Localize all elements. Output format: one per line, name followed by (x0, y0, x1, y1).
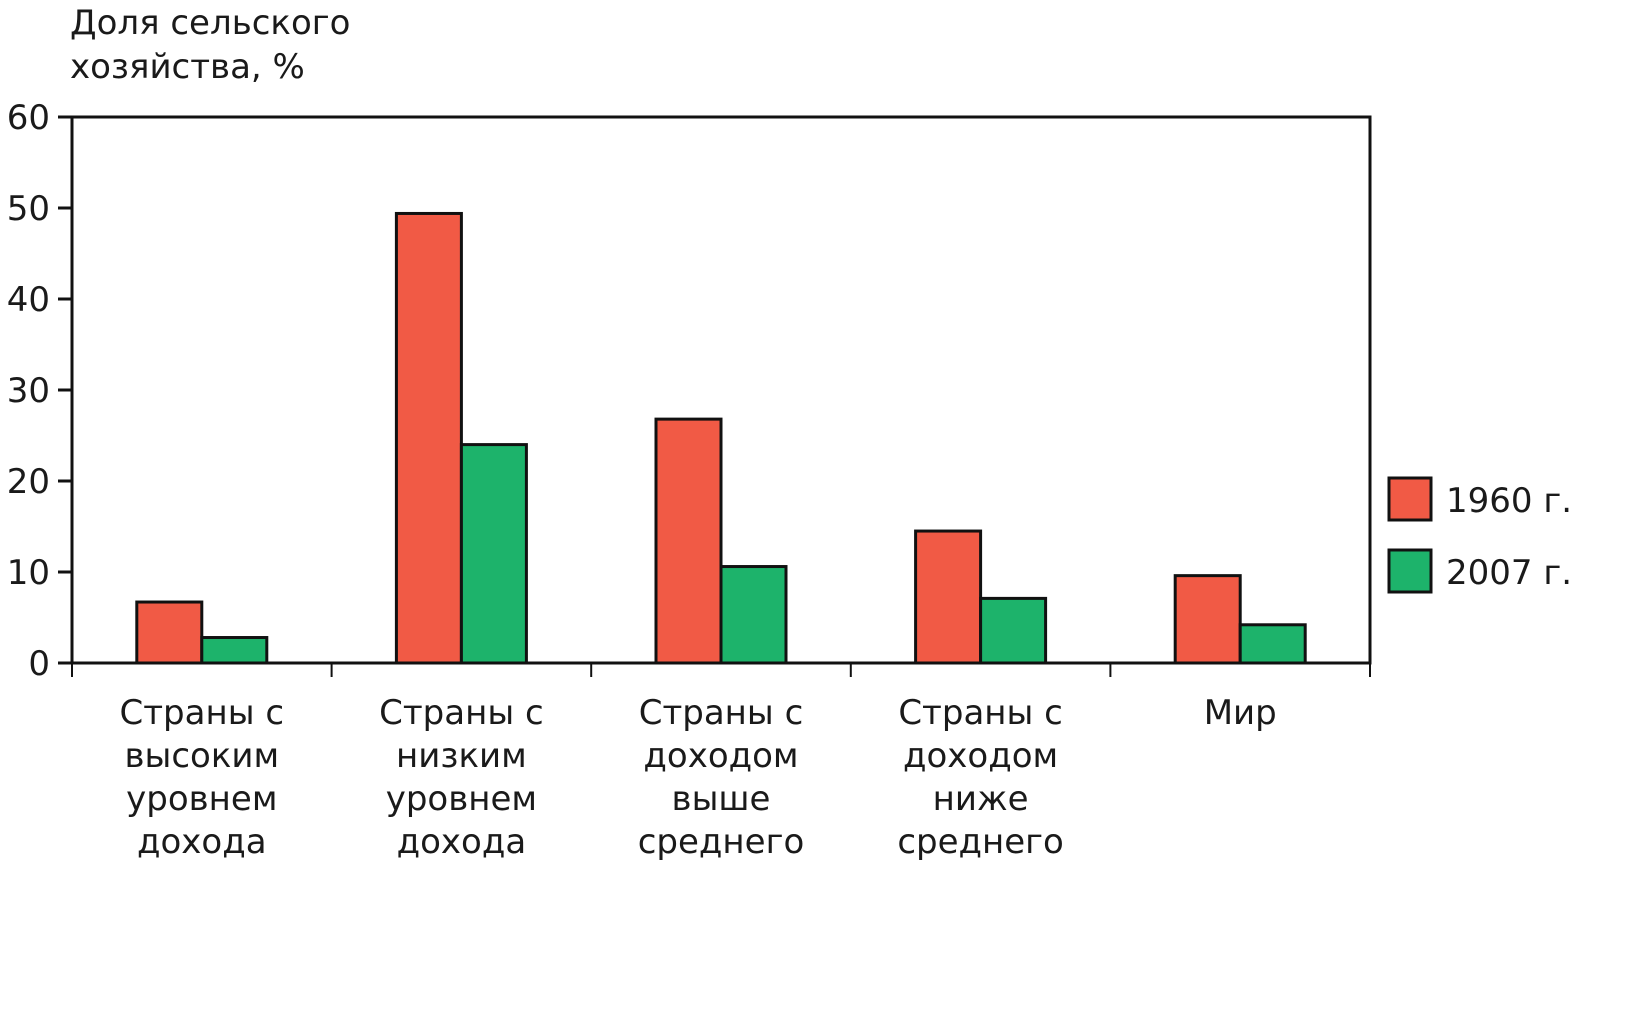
category-label-line: среднего (897, 822, 1064, 862)
bars (72, 211, 1370, 665)
category-label-line: дохода (397, 822, 527, 862)
bar-2007 (1238, 623, 1307, 665)
category-label-line: уровнем (126, 779, 277, 819)
legend-label: 2007 г. (1446, 553, 1572, 593)
x-axis-ticks (71, 663, 1371, 677)
y-tick-label: 40 (7, 280, 50, 320)
category-label-line: среднего (638, 822, 805, 862)
bar-1960 (654, 417, 723, 665)
bar-1960 (135, 600, 204, 665)
category-label-line: доходом (643, 736, 798, 776)
category-label-line: Страны с (639, 693, 804, 733)
category-label-line: ниже (933, 779, 1029, 819)
category-label-line: дохода (137, 822, 267, 862)
category-label-line: уровнем (386, 779, 537, 819)
legend-swatch (1387, 476, 1433, 522)
bar-1960 (914, 529, 983, 665)
category-label-line: Страны с (120, 693, 285, 733)
category-label-line: Страны с (379, 693, 544, 733)
y-axis-title-line: Доля сельского (70, 3, 350, 43)
y-tick-label: 30 (7, 371, 50, 411)
bar-1960 (1173, 574, 1242, 665)
category-label-line: Мир (1204, 693, 1277, 733)
category-label-line: низким (396, 736, 527, 776)
y-tick-label: 0 (28, 644, 50, 684)
legend-swatch (1387, 548, 1433, 594)
y-tick-label: 60 (7, 98, 50, 138)
category-label-line: доходом (903, 736, 1058, 776)
legend: 1960 г. 2007 г. (1387, 476, 1572, 594)
y-tick-label: 10 (7, 553, 50, 593)
legend-label: 1960 г. (1446, 481, 1572, 521)
bar-2007 (459, 443, 528, 665)
y-axis-ticks: 0 10 20 30 40 50 60 (7, 98, 72, 684)
y-axis-title-line: хозяйства, % (70, 47, 305, 87)
bar-2007 (979, 596, 1048, 665)
y-tick-label: 20 (7, 462, 50, 502)
bar-1960 (394, 211, 463, 665)
bar-2007 (200, 636, 269, 665)
y-tick-label: 50 (7, 189, 50, 229)
category-label-line: Страны с (898, 693, 1063, 733)
category-label-line: выше (672, 779, 771, 819)
category-label-line: высоким (124, 736, 279, 776)
bar-2007 (719, 565, 788, 665)
